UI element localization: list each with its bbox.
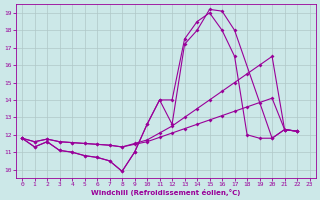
X-axis label: Windchill (Refroidissement éolien,°C): Windchill (Refroidissement éolien,°C)	[91, 189, 241, 196]
